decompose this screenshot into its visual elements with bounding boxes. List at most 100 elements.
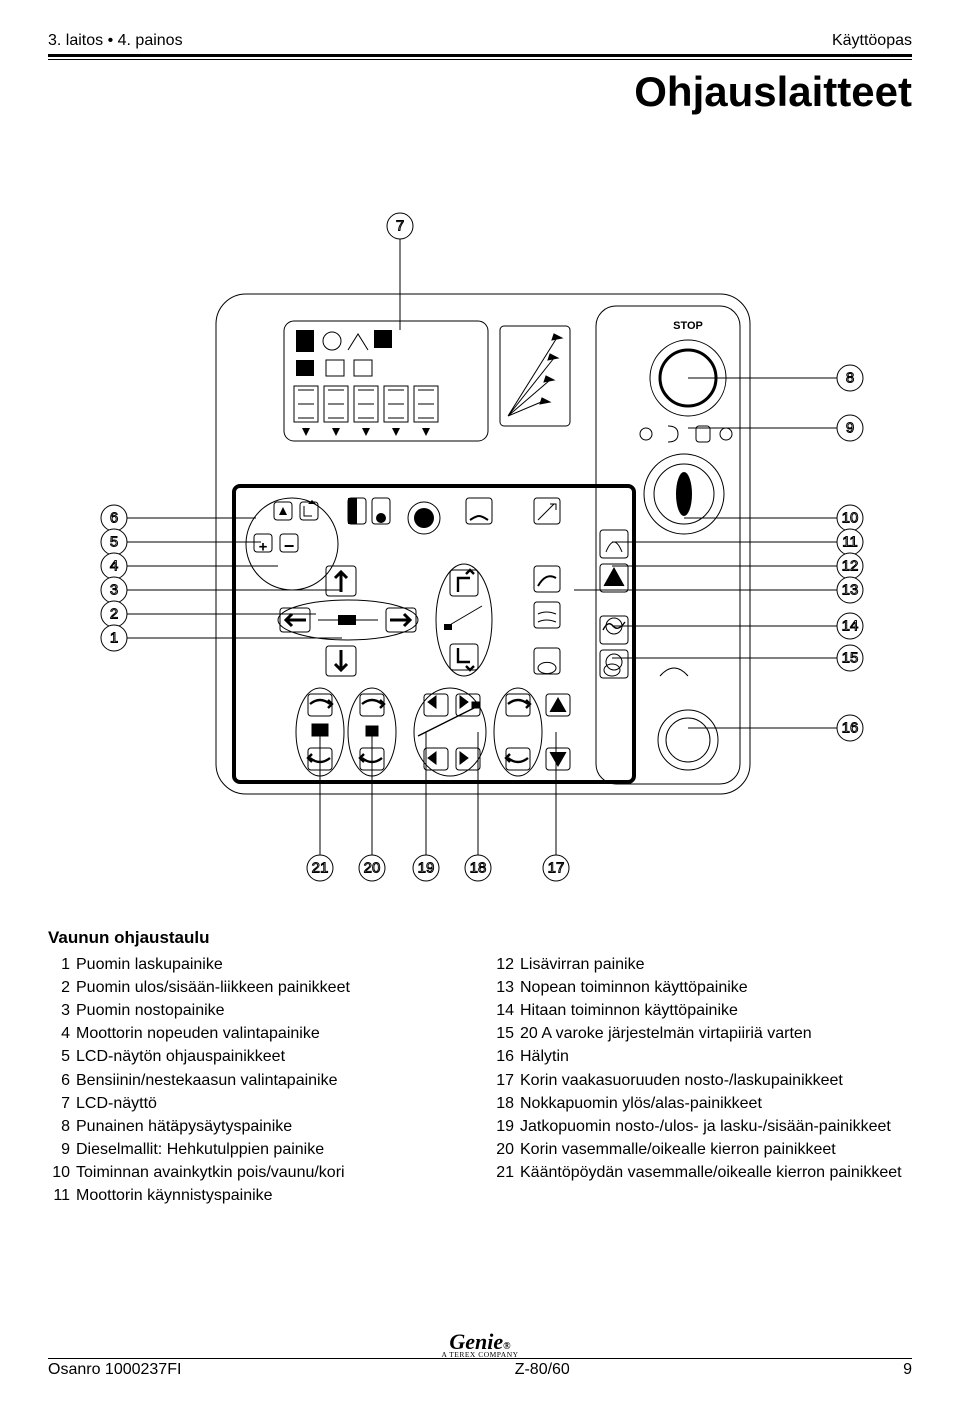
legend-text: Jatkopuomin nosto-/ulos- ja lasku-/sisää… <box>520 1116 912 1137</box>
legend-num: 17 <box>492 1070 520 1091</box>
legend-text: Nokkapuomin ylös/alas-painikkeet <box>520 1093 912 1114</box>
legend-item: 13Nopean toiminnon käyttöpainike <box>492 977 912 998</box>
legend-num: 20 <box>492 1139 520 1160</box>
legend-num: 12 <box>492 954 520 975</box>
legend-item: 12Lisävirran painike <box>492 954 912 975</box>
svg-text:6: 6 <box>110 510 118 527</box>
extend-retract-icon <box>278 600 418 640</box>
svg-text:2: 2 <box>110 606 118 623</box>
control-panel-diagram: STOP <box>48 126 912 906</box>
legend-text: Punainen hätäpysäytyspainike <box>76 1116 468 1137</box>
header-rule-thin <box>48 59 912 60</box>
legend-num: 15 <box>492 1023 520 1044</box>
legend-num: 8 <box>48 1116 76 1137</box>
svg-text:21: 21 <box>312 860 329 877</box>
legend-text: Kääntöpöydän vasemmalle/oikealle kierron… <box>520 1162 912 1183</box>
e-stop-icon: STOP <box>650 320 726 416</box>
legend-item: 6Bensiinin/nestekaasun valintapainike <box>48 1070 468 1091</box>
page-footer: Genie® A TEREX COMPANY Osanro 1000237FI … <box>48 1331 912 1380</box>
legend-item: 3Puomin nostopainike <box>48 1000 468 1021</box>
header-rule-thick <box>48 54 912 57</box>
svg-text:7: 7 <box>396 218 404 235</box>
svg-text:19: 19 <box>418 860 435 877</box>
svg-text:1: 1 <box>110 630 118 647</box>
svg-text:3: 3 <box>110 582 118 599</box>
legend-num: 14 <box>492 1000 520 1021</box>
legend-item: 17Korin vaakasuoruuden nosto-/laskupaini… <box>492 1070 912 1091</box>
legend-item: 5LCD-näytön ohjauspainikkeet <box>48 1046 468 1067</box>
legend-num: 7 <box>48 1093 76 1114</box>
svg-text:+: + <box>259 539 268 556</box>
legend-num: 6 <box>48 1070 76 1091</box>
legend-text: Hitaan toiminnon käyttöpainike <box>520 1000 912 1021</box>
legend-text: LCD-näytön ohjauspainikkeet <box>76 1046 468 1067</box>
start-button-icon <box>600 530 628 558</box>
legend-text: Puomin ulos/sisään-liikkeen painikkeet <box>76 977 468 998</box>
legend-left-column: 1Puomin laskupainike2Puomin ulos/sisään-… <box>48 954 468 1208</box>
legend-item: 16Hälytin <box>492 1046 912 1067</box>
header-left: 3. laitos • 4. painos <box>48 32 183 50</box>
engine-speed-icon <box>408 502 440 534</box>
legend-item: 1Puomin laskupainike <box>48 954 468 975</box>
svg-text:18: 18 <box>470 860 487 877</box>
page-title: Ohjauslaitteet <box>48 68 912 116</box>
jib-buttons-icon <box>436 564 492 676</box>
svg-text:8: 8 <box>846 370 854 387</box>
legend-title: Vaunun ohjaustaulu <box>48 928 912 948</box>
legend-text: Lisävirran painike <box>520 954 912 975</box>
key-switch-icon <box>644 454 724 534</box>
svg-text:5: 5 <box>110 534 118 551</box>
svg-text:16: 16 <box>842 720 859 737</box>
footer-partno: Osanro 1000237FI <box>48 1361 181 1379</box>
legend-num: 2 <box>48 977 76 998</box>
legend-num: 11 <box>48 1185 76 1206</box>
fast-mode-icon <box>600 616 628 644</box>
legend-num: 9 <box>48 1139 76 1160</box>
svg-text:12: 12 <box>842 558 859 575</box>
legend-text: Toiminnan avainkytkin pois/vaunu/kori <box>76 1162 468 1183</box>
legend-num: 4 <box>48 1023 76 1044</box>
legend-num: 1 <box>48 954 76 975</box>
legend-num: 5 <box>48 1046 76 1067</box>
legend-item: 2Puomin ulos/sisään-liikkeen painikkeet <box>48 977 468 998</box>
legend-text: Bensiinin/nestekaasun valintapainike <box>76 1070 468 1091</box>
svg-text:4: 4 <box>110 558 118 575</box>
legend-num: 16 <box>492 1046 520 1067</box>
brand-logo: Genie® A TEREX COMPANY <box>441 1331 518 1359</box>
svg-text:13: 13 <box>842 582 859 599</box>
lcd-nav-buttons-icon: + − <box>246 498 338 590</box>
svg-text:10: 10 <box>842 510 859 527</box>
svg-text:11: 11 <box>842 534 858 551</box>
legend-num: 13 <box>492 977 520 998</box>
header-right: Käyttöopas <box>832 32 912 50</box>
grid-btn-a-icon <box>466 498 492 524</box>
legend-num: 19 <box>492 1116 520 1137</box>
grid-btn-d-icon <box>534 602 560 628</box>
footer-model: Z-80/60 <box>515 1361 570 1379</box>
alarm-icon <box>658 710 718 770</box>
svg-text:9: 9 <box>846 420 854 437</box>
legend-text: Puomin nostopainike <box>76 1000 468 1021</box>
legend-item: 8Punainen hätäpysäytyspainike <box>48 1116 468 1137</box>
legend-text: Korin vaakasuoruuden nosto-/laskupainikk… <box>520 1070 912 1091</box>
legend-num: 21 <box>492 1162 520 1183</box>
sec-boom-icon <box>414 688 486 776</box>
legend-text: 20 A varoke järjestelmän virtapiiriä var… <box>520 1023 912 1044</box>
legend-right-column: 12Lisävirran painike13Nopean toiminnon k… <box>492 954 912 1208</box>
legend-item: 11Moottorin käynnistyspainike <box>48 1185 468 1206</box>
boom-angle-icon <box>500 326 570 426</box>
legend-item: 1520 A varoke järjestelmän virtapiiriä v… <box>492 1023 912 1044</box>
legend-item: 19Jatkopuomin nosto-/ulos- ja lasku-/sis… <box>492 1116 912 1137</box>
stop-label: STOP <box>673 320 703 332</box>
legend-item: 10Toiminnan avainkytkin pois/vaunu/kori <box>48 1162 468 1183</box>
grid-btn-c-icon <box>534 566 560 592</box>
lcd-display-icon <box>284 321 488 441</box>
footer-pageno: 9 <box>903 1361 912 1379</box>
legend-text: LCD-näyttö <box>76 1093 468 1114</box>
legend-text: Moottorin käynnistyspainike <box>76 1185 468 1206</box>
legend-item: 21Kääntöpöydän vasemmalle/oikealle kierr… <box>492 1162 912 1183</box>
legend-num: 10 <box>48 1162 76 1183</box>
legend-text: Hälytin <box>520 1046 912 1067</box>
legend-text: Moottorin nopeuden valintapainike <box>76 1023 468 1044</box>
svg-text:17: 17 <box>548 860 565 877</box>
